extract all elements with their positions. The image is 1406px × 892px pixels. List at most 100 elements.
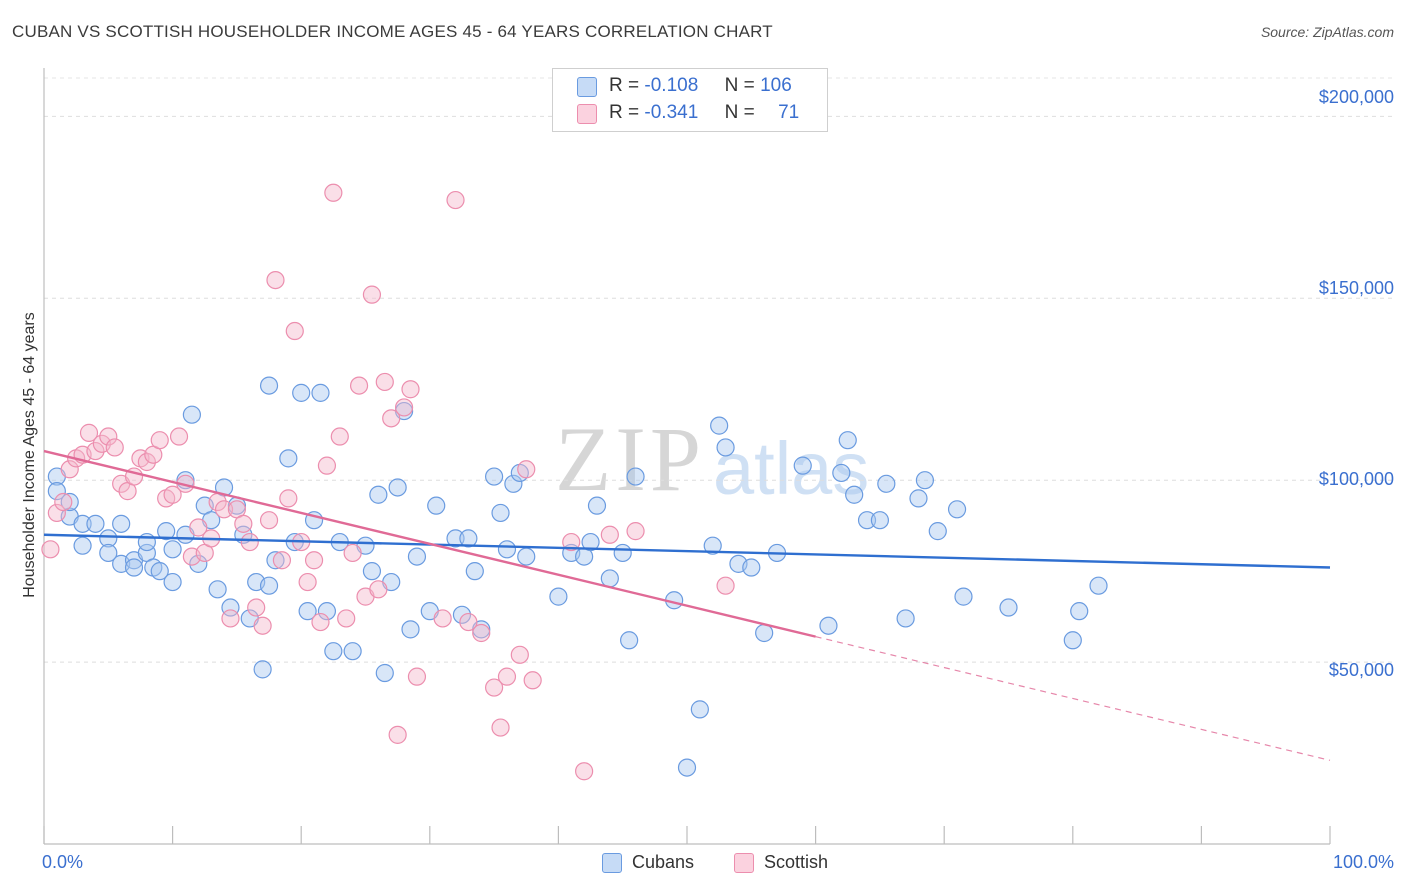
- cubans-point-86: [755, 623, 774, 643]
- cubans-n-value: 106: [760, 75, 792, 96]
- watermark-zip: ZIP: [555, 408, 705, 510]
- scottish-point-50: [362, 285, 382, 304]
- cubans-point-101: [954, 587, 973, 606]
- cubans-point-73: [587, 496, 607, 515]
- cubans-point-63: [485, 467, 504, 486]
- cubans-point-17: [157, 522, 176, 541]
- cubans-point-48: [362, 562, 382, 581]
- cubans-point-60: [459, 529, 478, 548]
- cubans-point-49: [369, 485, 388, 504]
- scottish-point-58: [433, 609, 452, 628]
- scottish-point-70: [600, 525, 619, 544]
- scottish-point-67: [523, 671, 542, 690]
- scottish-point-6: [79, 423, 99, 442]
- scottish-point-34: [259, 511, 279, 530]
- cubans-point-57: [427, 496, 446, 515]
- y-tick-label-200k: $200,000: [1318, 87, 1394, 107]
- cubans-point-93: [857, 511, 877, 530]
- bottom-scottish-label: Scottish: [764, 852, 829, 872]
- scottish-point-43: [317, 456, 337, 475]
- cubans-point-81: [703, 536, 722, 555]
- scottish-point-19: [163, 485, 182, 504]
- scottish-point-41: [304, 551, 324, 570]
- cubans-point-7: [99, 529, 118, 548]
- cubans-point-40: [298, 602, 317, 621]
- scottish-point-69: [575, 762, 594, 781]
- scottish-point-47: [343, 543, 362, 563]
- scottish-point-44: [324, 183, 343, 202]
- cubans-point-55: [407, 547, 427, 566]
- scottish-point-17: [150, 431, 169, 450]
- cubans-point-44: [324, 642, 343, 661]
- scottish-swatch: [577, 104, 597, 124]
- cubans-point-79: [677, 758, 697, 777]
- cubans-point-33: [253, 660, 272, 679]
- scottish-point-65: [510, 645, 529, 664]
- cubans-point-83: [716, 438, 735, 457]
- cubans-point-92: [845, 485, 864, 504]
- cubans-point-43: [317, 602, 337, 621]
- cubans-point-34: [259, 576, 279, 595]
- cubans-r-label: R =: [609, 75, 640, 96]
- cubans-point-52: [388, 478, 407, 497]
- cubans-point-46: [343, 642, 362, 661]
- y-tick-label-150k: $150,000: [1318, 278, 1394, 298]
- cubans-n-label: N =: [724, 75, 755, 96]
- cubans-point-74: [600, 569, 619, 588]
- cubans-r-value: -0.108: [644, 75, 699, 96]
- cubans-point-88: [793, 456, 812, 475]
- cubans-swatch: [577, 77, 597, 97]
- cubans-point-82: [710, 416, 729, 435]
- scottish-point-30: [234, 514, 253, 533]
- cubans-point-58: [446, 529, 465, 548]
- scottish-point-7: [86, 441, 105, 461]
- cubans-point-104: [1070, 602, 1089, 621]
- scottish-trend-line: [43, 449, 816, 638]
- cubans-point-100: [947, 500, 967, 519]
- scottish-point-15: [137, 452, 156, 472]
- scottish-point-2: [54, 492, 73, 512]
- scottish-point-55: [394, 398, 414, 417]
- scottish-point-48: [349, 376, 369, 395]
- cubans-point-99: [928, 522, 947, 541]
- bottom-scottish-swatch: [734, 853, 754, 873]
- cubans-point-97: [909, 489, 928, 508]
- scottish-point-38: [285, 321, 304, 341]
- scottish-stats: R = -0.341 N = 71: [609, 102, 799, 124]
- scottish-point-42: [311, 612, 330, 632]
- cubans-point-61: [465, 562, 484, 581]
- cubans-point-66: [504, 474, 523, 493]
- cubans-point-69: [549, 587, 568, 606]
- cubans-point-105: [1089, 576, 1108, 595]
- scottish-point-36: [272, 551, 292, 570]
- cubans-point-26: [208, 580, 227, 599]
- y-tick-label-50k: $50,000: [1328, 660, 1394, 680]
- cubans-point-77: [626, 467, 645, 486]
- scottish-point-68: [562, 532, 581, 552]
- cubans-point-95: [877, 474, 896, 493]
- scottish-point-9: [99, 427, 118, 446]
- scottish-n-value: 71: [778, 102, 800, 123]
- cubans-stats: R = -0.108 N = 106: [609, 75, 792, 97]
- cubans-point-76: [620, 631, 639, 650]
- scottish-point-35: [266, 270, 285, 290]
- scottish-point-54: [388, 725, 407, 744]
- scottish-point-72: [716, 576, 735, 595]
- cubans-point-19: [163, 540, 182, 559]
- scottish-point-62: [485, 678, 504, 697]
- scottish-point-33: [253, 616, 272, 635]
- scottish-point-46: [337, 609, 356, 628]
- scottish-point-56: [401, 380, 420, 399]
- cubans-point-72: [581, 532, 600, 552]
- cubans-point-80: [690, 700, 709, 719]
- cubans-point-12: [124, 558, 144, 577]
- scottish-point-60: [459, 612, 478, 632]
- cubans-point-37: [279, 449, 298, 468]
- cubans-point-22: [182, 405, 201, 424]
- scottish-point-51: [369, 580, 388, 599]
- scottish-point-28: [221, 609, 240, 628]
- scottish-point-0: [41, 540, 60, 559]
- cubans-point-36: [266, 551, 285, 570]
- cubans-point-23: [189, 554, 208, 573]
- cubans-point-90: [832, 463, 851, 483]
